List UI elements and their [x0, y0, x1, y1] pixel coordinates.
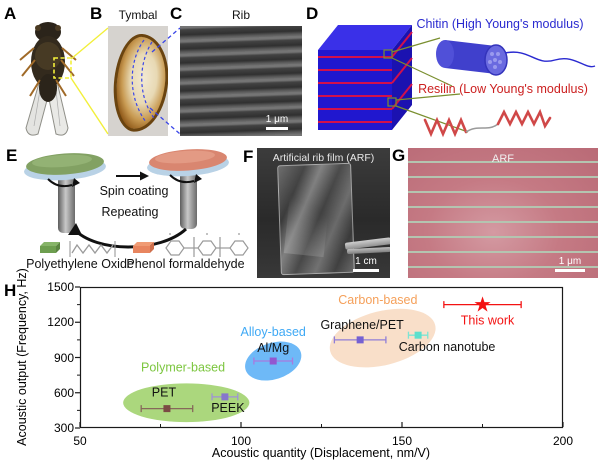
plot-frame — [79, 286, 564, 429]
plot-area: Polymer-based Alloy-based Carbon-based PET P… — [75, 286, 564, 429]
y-tick-label: 1200 — [47, 315, 74, 330]
peo-structure-icon — [40, 241, 116, 257]
spin-coating-arrow — [116, 171, 149, 181]
resilin-label: Resilin (Low Young's modulus) — [418, 82, 588, 96]
point-label-peek: PEEK — [211, 401, 245, 415]
y-tick-label: 600 — [53, 385, 74, 400]
point-label-al-mg: Al/Mg — [257, 341, 289, 355]
square-marker-peek — [221, 393, 229, 401]
point-label-graphene-pet: Graphene/PET — [320, 318, 404, 332]
panel-label-d: D — [306, 4, 319, 23]
chitin-label: Chitin (High Young's modulus) — [416, 17, 584, 31]
group-label-carbon-based: Carbon-based — [338, 293, 417, 307]
tymbal-dashed-outline — [131, 39, 155, 123]
layered-block — [318, 25, 413, 130]
y-tick-label: 1500 — [47, 280, 74, 294]
scale-bar: 1 μm — [260, 114, 294, 130]
chitin-fiber-icon — [436, 40, 596, 76]
arf-sem-title: ARF — [492, 153, 514, 165]
x-tick-label: 200 — [552, 434, 574, 448]
group-label-polymer-based: Polymer-based — [141, 360, 225, 374]
square-marker-al-mg — [269, 357, 277, 365]
x-axis-title: Acoustic quantity (Displacement, nm/V) — [211, 446, 431, 460]
repeating-label: Repeating — [101, 205, 159, 219]
panel-label-g: G — [392, 146, 406, 165]
tweezers-lower — [346, 246, 390, 255]
panel-connector-lines — [70, 27, 181, 135]
callout-lines — [383, 37, 469, 133]
point-label-pet: PET — [152, 386, 177, 400]
panel-label-e: E — [6, 146, 18, 165]
performance-scatter-chart: Polymer-based Alloy-based Carbon-based PET P… — [0, 268, 600, 471]
x-tick-label: 50 — [73, 434, 87, 448]
panel-label-f: F — [243, 147, 254, 166]
y-tick-label: 900 — [53, 350, 74, 365]
rib-sem-image: 1 μm — [180, 26, 302, 136]
scale-bar-label: 1 μm — [265, 114, 289, 125]
point-label-carbon-nanotube: Carbon nanotube — [399, 340, 496, 354]
scale-bar-label: 1 cm — [355, 256, 377, 267]
x-tick-label: 150 — [391, 434, 413, 448]
star-marker-this-work: ★ — [473, 294, 492, 317]
scale-bar-label: 1 μm — [558, 256, 582, 267]
layered-structure-diagram — [318, 25, 596, 138]
pf-structure-icon — [133, 233, 249, 257]
arf-photo: Artificial rib film (ARF) 1 cm — [257, 148, 390, 278]
cicada-photo — [19, 22, 77, 136]
panel-label-a: A — [4, 4, 17, 23]
spin-coater-left — [24, 153, 106, 233]
arf-sem-image: ARF 1 μm — [408, 148, 598, 278]
arf-photo-title: Artificial rib film (ARF) — [272, 152, 375, 164]
square-marker-carbon-nanotube — [414, 331, 422, 339]
group-ellipse-polymer-based — [123, 383, 250, 423]
group-label-alloy-based: Alloy-based — [241, 325, 306, 339]
highlight-box — [53, 57, 72, 79]
spin-coating-label: Spin coating — [99, 184, 169, 198]
scale-bar: 1 cm — [348, 256, 384, 272]
spin-coater-right — [147, 149, 229, 229]
material-left-label: Polyethylene Oxide — [26, 257, 134, 271]
repeating-arrow — [68, 223, 188, 249]
point-label-this-work: This work — [461, 314, 515, 328]
resilin-coil-icon — [423, 108, 552, 138]
panel-c-title: Rib — [231, 8, 250, 22]
material-right-label: Phenol formaldehyde — [126, 257, 245, 271]
panel-label-h: H — [4, 281, 17, 300]
panel-label-c: C — [170, 4, 183, 23]
scale-bar: 1 μm — [550, 256, 590, 272]
group-ellipse-carbon-based — [329, 308, 436, 368]
x-tick-label: 100 — [230, 434, 252, 448]
y-axis-title: Acoustic output (Frequency, Hz) — [15, 268, 29, 446]
tymbal-photo — [108, 26, 168, 136]
resilin-layers — [318, 31, 413, 123]
panel-b-title: Tymbal — [118, 8, 158, 22]
cicada-body — [19, 22, 77, 102]
y-tick-label: 300 — [53, 421, 74, 435]
spin-coating-diagram — [24, 149, 249, 257]
transparent-film — [277, 162, 355, 276]
square-marker-graphene-pet — [356, 336, 364, 344]
panel-label-b: B — [90, 4, 103, 23]
square-marker-pet — [163, 405, 171, 413]
